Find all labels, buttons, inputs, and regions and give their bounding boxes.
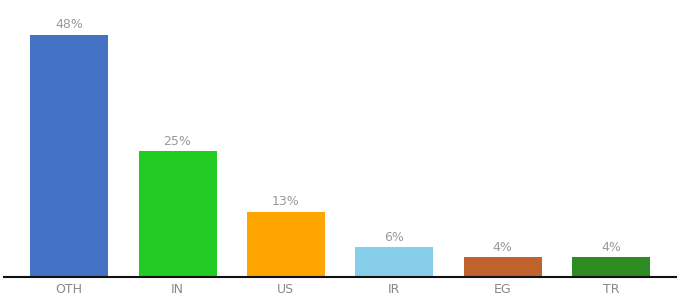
Bar (139, 151, 216, 277)
Bar (30, 34, 108, 277)
Text: 48%: 48% (55, 19, 83, 32)
Bar (464, 257, 541, 277)
Text: 13%: 13% (272, 196, 300, 208)
Bar (355, 247, 433, 277)
Text: 4%: 4% (601, 241, 621, 254)
Bar (247, 212, 325, 277)
Text: 6%: 6% (384, 231, 404, 244)
Text: 4%: 4% (492, 241, 513, 254)
Text: 25%: 25% (164, 135, 192, 148)
Bar (572, 257, 650, 277)
